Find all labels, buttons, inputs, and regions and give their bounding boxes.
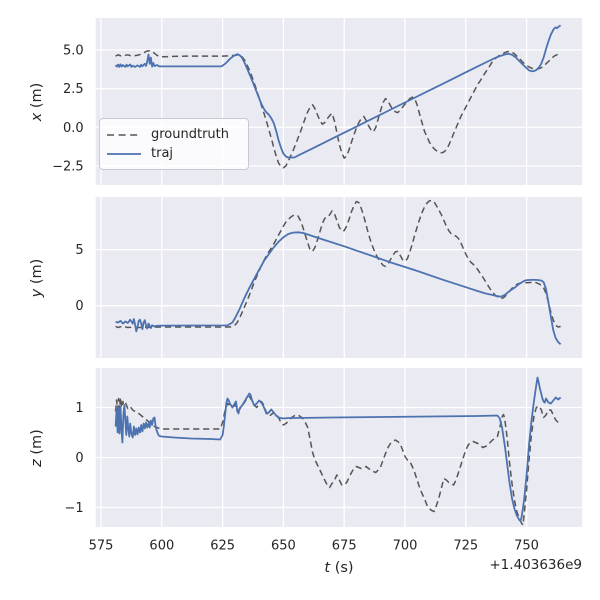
y-tick-label: 0	[75, 299, 83, 314]
series-traj-z	[114, 376, 562, 522]
x-axis-label: t (s)	[289, 560, 389, 576]
axes-background	[95, 368, 582, 527]
subplot-y: 50	[75, 197, 582, 358]
y-tick-label: 5	[75, 243, 83, 258]
y-tick-label: −1	[65, 501, 84, 516]
x-tick-label: 650	[271, 539, 296, 554]
y-axis-label-z-unit: (m)	[29, 428, 45, 459]
x-tick-label: 675	[332, 539, 357, 554]
x-axis-label-var: t	[324, 560, 331, 576]
dashed-line-sample-icon	[107, 133, 141, 136]
y-tick-label: 1	[75, 401, 83, 416]
solid-line-sample-icon	[107, 152, 141, 155]
x-tick-label: 600	[149, 539, 174, 554]
y-axis-label-z: z (m)	[29, 409, 49, 487]
legend-entry-traj: traj	[107, 144, 239, 163]
y-axis-label-y: y (m)	[29, 239, 49, 317]
legend-label-groundtruth: groundtruth	[151, 127, 230, 142]
x-tick-label: 750	[514, 539, 539, 554]
series-traj-x	[114, 24, 562, 159]
y-tick-label: −2.5	[52, 159, 84, 174]
series-traj-y	[115, 231, 562, 345]
y-axis-label-x-var: x	[29, 112, 45, 121]
y-tick-label: 5.0	[63, 43, 84, 58]
axes-background	[95, 197, 582, 358]
x-axis-label-unit: (s)	[330, 560, 354, 576]
x-tick-label: 575	[89, 539, 114, 554]
x-tick-label: 700	[393, 539, 418, 554]
legend: groundtruth traj	[99, 118, 249, 170]
y-axis-label-x-unit: (m)	[29, 82, 45, 113]
x-tick-label: 625	[210, 539, 235, 554]
y-axis-label-z-var: z	[29, 458, 45, 467]
y-axis-label-y-unit: (m)	[29, 258, 45, 289]
legend-entry-groundtruth: groundtruth	[107, 125, 239, 144]
legend-label-traj: traj	[151, 146, 174, 161]
y-axis-label-y-var: y	[29, 288, 45, 297]
x-tick-label: 725	[453, 539, 478, 554]
y-axis-label-x: x (m)	[29, 63, 49, 141]
series-groundtruth-z	[114, 395, 562, 526]
y-tick-label: 0	[75, 451, 83, 466]
x-axis-offset-text: +1.403636e9	[489, 557, 582, 573]
y-tick-label: 2.5	[63, 82, 84, 97]
y-tick-label: 0.0	[63, 121, 84, 136]
subplot-z: 1 0 −1 575 600 625 650 675 700 725 750	[65, 368, 582, 554]
